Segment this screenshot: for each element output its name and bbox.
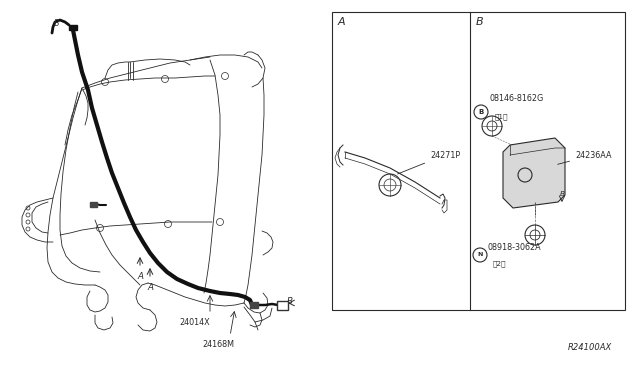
Text: A: A: [137, 272, 143, 281]
Text: 08918-3062A: 08918-3062A: [488, 243, 541, 252]
Text: N: N: [477, 253, 483, 257]
Text: B: B: [476, 17, 484, 27]
Polygon shape: [503, 138, 565, 208]
Text: 24271P: 24271P: [397, 151, 460, 174]
Text: 24014X: 24014X: [180, 318, 211, 327]
Text: 24168M: 24168M: [202, 340, 234, 349]
Text: （2）: （2）: [493, 260, 506, 267]
Text: B: B: [54, 19, 60, 28]
Bar: [250, 302, 258, 308]
Text: 08146-8162G: 08146-8162G: [490, 94, 544, 103]
Bar: [332, 12, 625, 310]
Text: B: B: [559, 191, 564, 197]
Text: 24236AA: 24236AA: [557, 151, 611, 164]
Bar: [90, 202, 97, 207]
Text: A: A: [338, 17, 346, 27]
Text: R24100AX: R24100AX: [568, 343, 612, 352]
Bar: [69, 25, 77, 30]
Text: B: B: [287, 298, 293, 307]
Text: B: B: [478, 109, 484, 115]
Text: A: A: [147, 283, 153, 292]
FancyBboxPatch shape: [278, 301, 289, 310]
Text: （1）: （1）: [495, 113, 509, 120]
